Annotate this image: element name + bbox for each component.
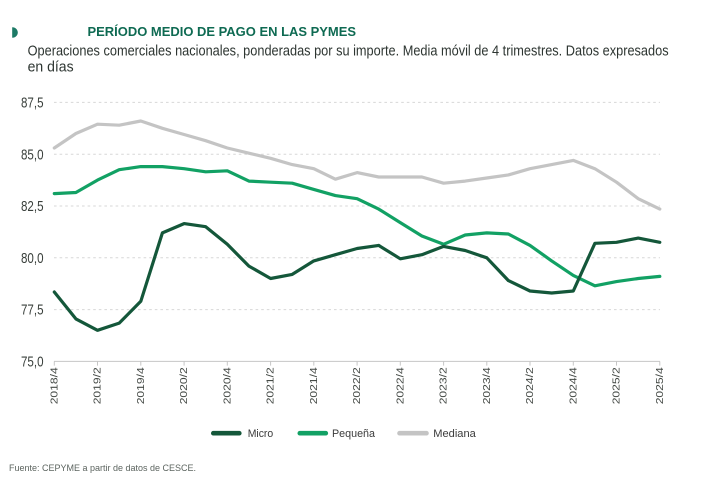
svg-text:75,0: 75,0 (21, 354, 44, 371)
svg-text:2025/2: 2025/2 (612, 367, 623, 404)
svg-text:2021/4: 2021/4 (309, 367, 320, 404)
svg-text:2020/2: 2020/2 (179, 367, 190, 404)
svg-text:77,5: 77,5 (21, 302, 44, 319)
svg-text:2023/4: 2023/4 (482, 367, 493, 404)
svg-text:2024/4: 2024/4 (568, 367, 579, 404)
svg-text:Pequeña: Pequeña (332, 428, 376, 440)
svg-text:PERÍODO MEDIO DE PAGO EN LAS P: PERÍODO MEDIO DE PAGO EN LAS PYMES (88, 24, 357, 39)
svg-text:2019/2: 2019/2 (93, 367, 104, 404)
svg-text:2024/2: 2024/2 (525, 367, 536, 404)
svg-text:Mediana: Mediana (433, 428, 476, 440)
svg-text:2020/4: 2020/4 (222, 367, 233, 404)
svg-text:2018/4: 2018/4 (49, 367, 60, 404)
svg-text:en días: en días (28, 60, 74, 76)
svg-text:Operaciones comerciales nacion: Operaciones comerciales nacionales, pond… (28, 44, 669, 60)
svg-text:82,5: 82,5 (21, 198, 44, 215)
svg-text:Micro: Micro (248, 428, 274, 440)
svg-text:80,0: 80,0 (21, 250, 44, 267)
svg-text:2023/2: 2023/2 (439, 367, 450, 404)
svg-text:2022/4: 2022/4 (395, 367, 406, 404)
svg-text:2019/4: 2019/4 (136, 367, 147, 404)
svg-text:2025/4: 2025/4 (655, 367, 666, 404)
svg-text:2022/2: 2022/2 (352, 367, 363, 404)
svg-text:2021/2: 2021/2 (266, 367, 277, 404)
svg-text:87,5: 87,5 (21, 95, 44, 112)
svg-text:85,0: 85,0 (21, 146, 44, 163)
svg-text:Fuente: CEPYME a partir de dat: Fuente: CEPYME a partir de datos de CESC… (9, 463, 196, 473)
